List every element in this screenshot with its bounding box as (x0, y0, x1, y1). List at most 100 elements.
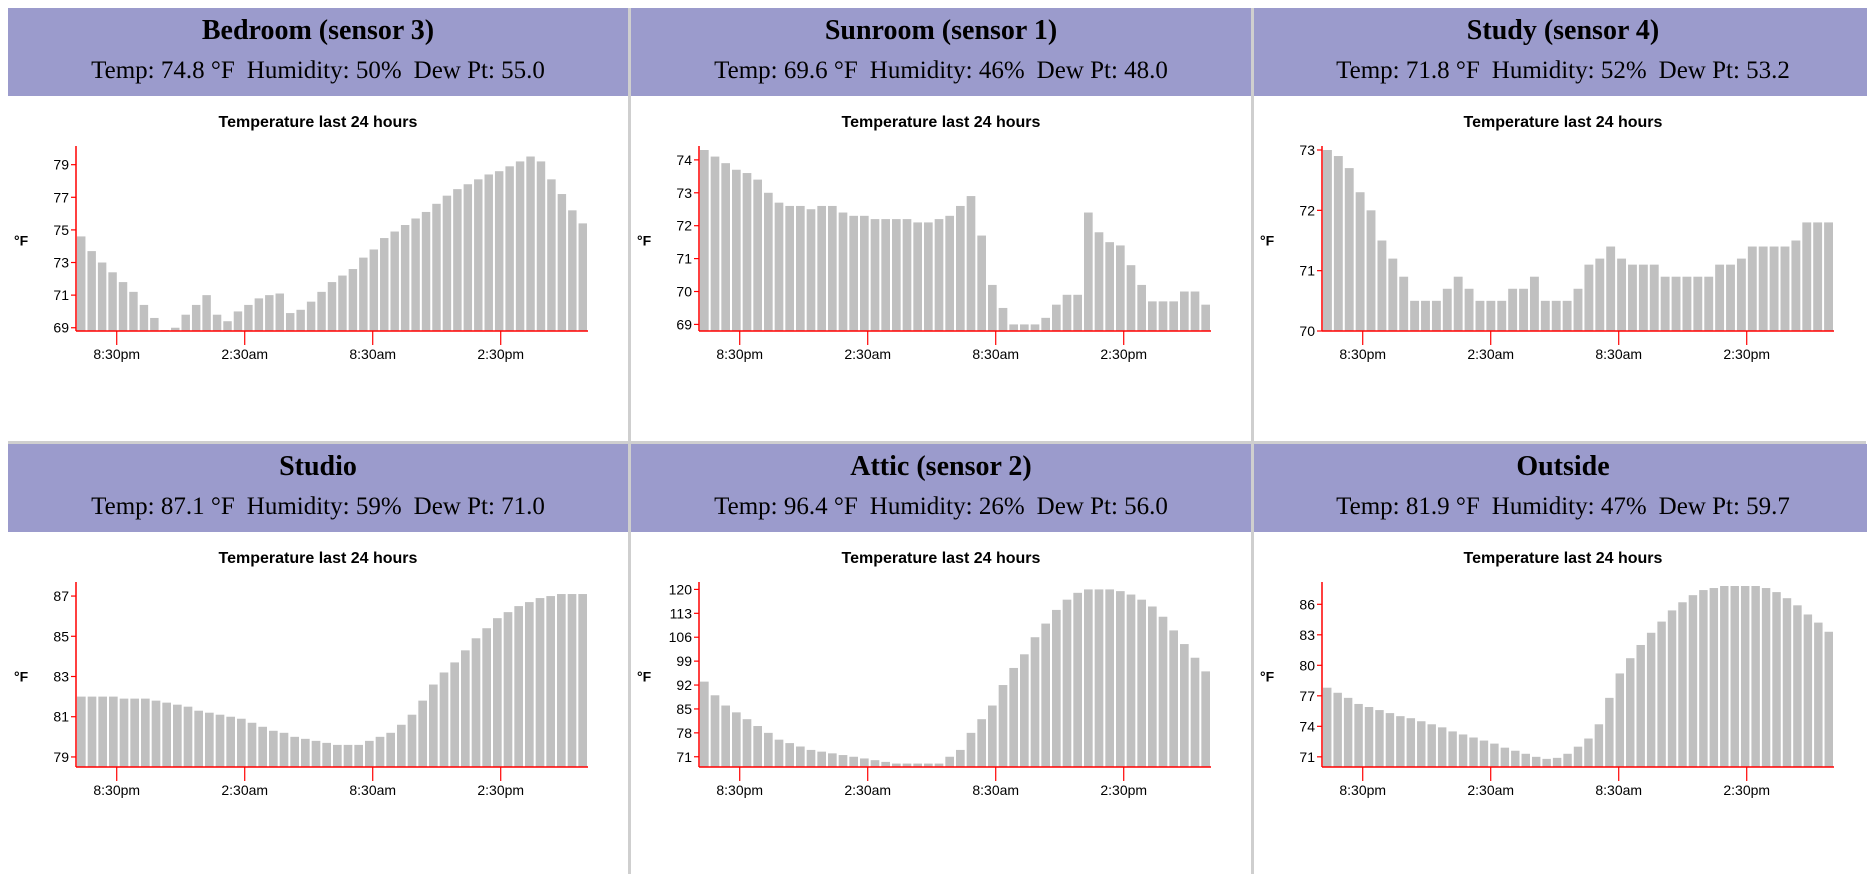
temperature-bar (1158, 301, 1168, 331)
room-name: Bedroom (sensor 3) (201, 15, 435, 46)
temperature-bar (301, 738, 310, 767)
temperature-bar (269, 730, 278, 767)
y-tick-label: 71 (53, 287, 69, 303)
temperature-chart: 69 71 73 75 77 79 8:30pm 2:30am 8:30am 2:30pm °F (14, 146, 588, 362)
temperature-bar (1417, 721, 1426, 767)
x-tick-label: 8:30pm (1339, 346, 1386, 362)
x-tick-label: 8:30pm (716, 346, 763, 362)
temperature-bar (1437, 727, 1447, 767)
temperature-bar (1511, 750, 1520, 767)
humidity-reading: Humidity: 46% (869, 57, 1025, 84)
temperature-bar (1657, 621, 1666, 767)
temperature-bar (742, 719, 752, 767)
room-stats: Temp: 96.4 °F Humidity: 26% Dew Pt: 56.0 (631, 490, 1251, 524)
room-name: Attic (sensor 2) (850, 451, 1032, 482)
temperature-bar (1693, 276, 1703, 331)
y-tick-label: 79 (53, 157, 69, 173)
temperature-bar (108, 272, 117, 331)
temperature-bar (1646, 632, 1656, 767)
temperature-bar (547, 179, 556, 331)
panel-attic: Attic (sensor 2) Temp: 96.4 °F Humidity: … (631, 444, 1251, 877)
temperature-bar (1062, 599, 1072, 767)
temperature-bar (237, 718, 246, 767)
temperature-bar (226, 716, 235, 767)
temperature-bar (1126, 594, 1136, 767)
temperature-bar (1180, 644, 1189, 767)
temperature-bar (753, 726, 762, 767)
y-tick-label: 69 (53, 320, 69, 336)
temperature-bar (1542, 758, 1551, 767)
temperature-bar (860, 758, 869, 767)
temperature-bar (1427, 724, 1436, 767)
temperature-bar (463, 184, 473, 331)
temperature-bar (1782, 598, 1792, 767)
temperature-bar (1552, 757, 1562, 767)
temperature-bar (98, 696, 107, 767)
temperature-bar (1803, 614, 1813, 767)
temperature-chart: 69 70 71 72 73 74 8:30pm 2:30am 8:30am 2:30pm °F (637, 146, 1211, 362)
y-axis-label: °F (14, 669, 29, 685)
temperature-bar (1802, 222, 1812, 331)
temperature-bar (870, 760, 880, 767)
temperature-bar (742, 173, 752, 331)
temperature-bar (223, 321, 232, 331)
x-tick-label: 2:30am (1467, 782, 1514, 798)
temperature-bar (1469, 737, 1478, 767)
panel-header: Attic (sensor 2) Temp: 96.4 °F Humidity: … (631, 444, 1251, 532)
temperature-bar (1678, 602, 1687, 767)
temperature-bar (1375, 710, 1384, 767)
temperature-bar (173, 704, 182, 767)
temperature-bar (956, 749, 965, 767)
temperature-bar (375, 736, 385, 767)
temperature-chart: 71 78 85 92 99 106 113 120 8:30pm 2:30am 8:30am 2:3… (637, 581, 1211, 798)
y-tick-label: 120 (669, 581, 693, 597)
temperature-bar (913, 763, 922, 767)
y-axis-label: °F (637, 233, 652, 249)
temperature-bar (732, 712, 741, 767)
panel-header: Outside Temp: 81.9 °F Humidity: 47% Dew Pt… (1254, 444, 1867, 532)
temperature-bar (546, 596, 555, 767)
temperature-bar (849, 756, 858, 767)
temperature-bar (474, 179, 483, 331)
y-tick-label: 69 (676, 316, 692, 332)
chart-title: Temperature last 24 hours (1463, 114, 1663, 131)
temperature-bar (934, 219, 944, 331)
temperature-bar (1758, 246, 1768, 331)
temperature-bar (1354, 703, 1363, 767)
temperature-bar (1116, 591, 1125, 767)
temperature-bar (710, 695, 720, 767)
temperature-bar (205, 712, 214, 767)
temperature-bar (881, 761, 890, 767)
temperature-bar (258, 726, 267, 767)
temperature-bar (966, 732, 976, 767)
temperature-bar (710, 156, 720, 331)
temperature-bar (1180, 291, 1189, 331)
dew-point-reading: Dew Pt: 55.0 (413, 57, 545, 84)
temperature-bar (1715, 264, 1725, 331)
temperature-bar (1824, 631, 1833, 767)
temperature-bar (421, 211, 431, 331)
x-tick-label: 2:30pm (1723, 782, 1770, 798)
temperature-bar (1747, 246, 1757, 331)
temperature-chart: 79 81 83 85 87 8:30pm 2:30am 8:30am 2:30pm °F (14, 582, 588, 798)
temperature-bar (1682, 276, 1692, 331)
panel-bedroom: Bedroom (sensor 3) Temp: 74.8 °F Humidity… (8, 8, 628, 441)
temperature-bar (130, 698, 139, 767)
temperature-bar (118, 282, 128, 331)
temperature-bar (1529, 276, 1539, 331)
temperature-bar (1704, 276, 1714, 331)
temperature-bar (1009, 667, 1018, 767)
temperature-bar (1094, 232, 1104, 331)
chart-title: Temperature last 24 hours (1463, 550, 1663, 567)
temperature-bar (557, 594, 566, 767)
temperature-bar (1638, 264, 1648, 331)
temperature-bar (1201, 304, 1210, 331)
temperature-bar (1421, 300, 1430, 331)
temperature-bar (1660, 276, 1670, 331)
temperature-chart: 71 74 77 80 83 86 8:30pm 2:30am 8:30am 2:30pm °F (1260, 582, 1834, 798)
y-axis-label: °F (1260, 233, 1275, 249)
y-tick-label: 77 (53, 189, 69, 205)
temperature-bar (212, 314, 222, 331)
temperature-bar (1636, 644, 1645, 767)
temperature-bar (1201, 671, 1210, 767)
